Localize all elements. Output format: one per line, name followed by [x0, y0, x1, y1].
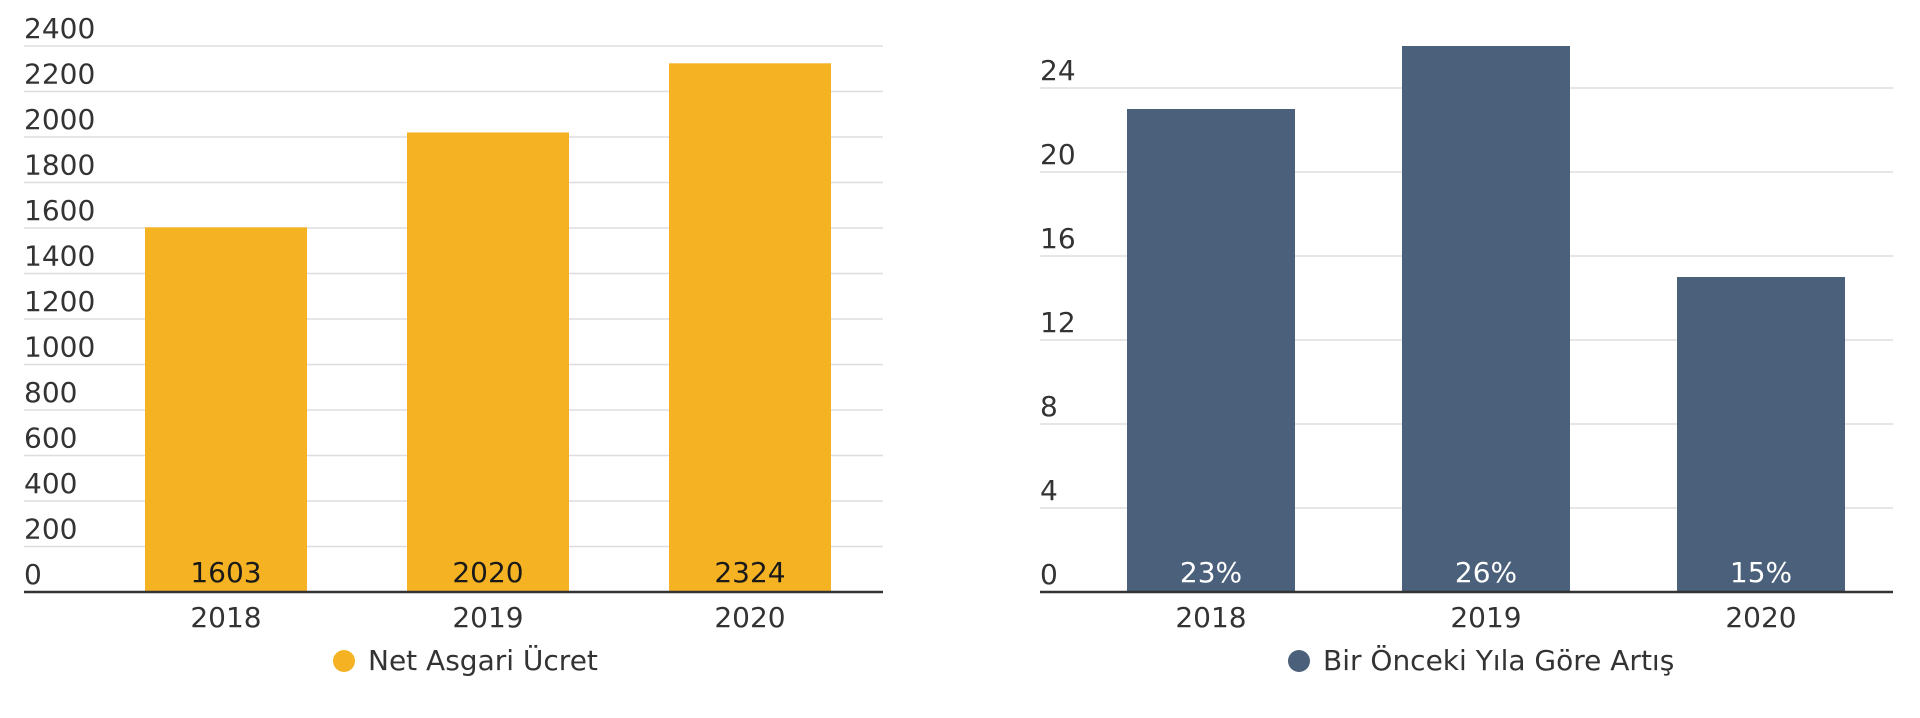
x-tick-label: 2020 — [714, 601, 785, 634]
x-tick-label: 2019 — [452, 601, 523, 634]
x-tick-label: 2019 — [1450, 601, 1521, 634]
legend-marker — [1288, 650, 1310, 672]
y-tick-label: 8 — [1040, 390, 1058, 423]
y-tick-label: 0 — [24, 558, 42, 591]
y-tick-label: 4 — [1040, 474, 1058, 507]
y-tick-label: 24 — [1040, 54, 1076, 87]
bar — [1402, 46, 1570, 592]
bar — [407, 132, 569, 592]
y-tick-label: 400 — [24, 467, 77, 500]
y-tick-label: 2000 — [24, 103, 95, 136]
minimum-wage-chart: 0 200 400 600 800 1000 1200 1400 1600 1800 2000 220… — [24, 12, 883, 677]
y-tick-label: 1600 — [24, 194, 95, 227]
y-tick-label: 1800 — [24, 149, 95, 182]
bar — [1127, 109, 1295, 592]
legend-label: Bir Önceki Yıla Göre Artış — [1323, 643, 1674, 677]
bar — [1677, 277, 1845, 592]
y-tick-label: 1200 — [24, 285, 95, 318]
x-tick-label: 2018 — [190, 601, 261, 634]
y-tick-label: 2200 — [24, 58, 95, 91]
y-tick-label: 200 — [24, 513, 77, 546]
bar — [669, 63, 831, 593]
data-label: 26% — [1455, 556, 1517, 589]
x-tick-label: 2018 — [1175, 601, 1246, 634]
y-tick-label: 12 — [1040, 306, 1076, 339]
data-label: 15% — [1730, 556, 1792, 589]
y-tick-label: 2400 — [24, 12, 95, 45]
x-tick-label: 2020 — [1725, 601, 1796, 634]
increase-rate-chart: 0 4 8 12 16 20 24 23% 26% 15% 2018 2019 2020 Bir Önce… — [1040, 46, 1893, 677]
data-label: 1603 — [190, 556, 261, 589]
y-tick-label: 800 — [24, 376, 77, 409]
data-label: 2020 — [452, 556, 523, 589]
y-tick-label: 16 — [1040, 222, 1076, 255]
legend-marker — [333, 650, 355, 672]
legend-label: Net Asgari Ücret — [368, 643, 598, 677]
data-label: 23% — [1180, 556, 1242, 589]
data-label: 2324 — [714, 556, 785, 589]
bar — [145, 227, 307, 592]
y-tick-label: 20 — [1040, 138, 1076, 171]
y-tick-label: 600 — [24, 422, 77, 455]
y-tick-label: 0 — [1040, 558, 1058, 591]
y-tick-label: 1400 — [24, 240, 95, 273]
y-tick-label: 1000 — [24, 331, 95, 364]
